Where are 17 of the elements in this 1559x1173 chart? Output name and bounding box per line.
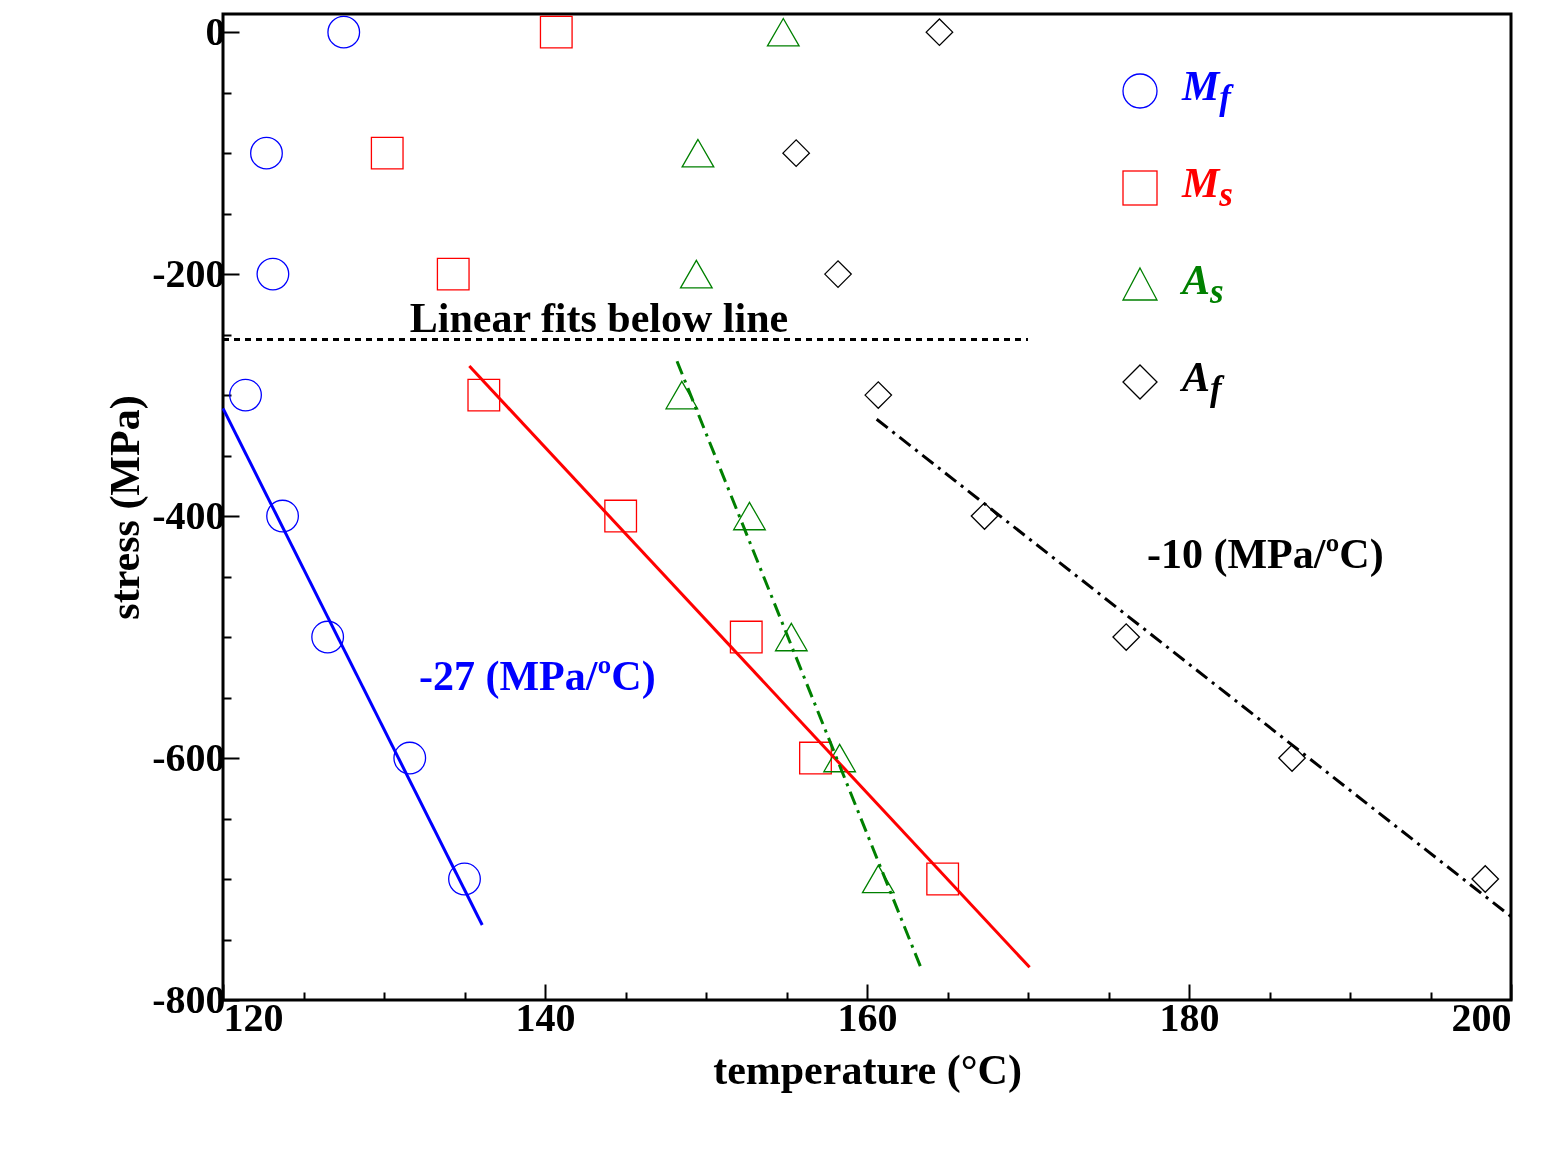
annotation: -10 (MPa/ºC) bbox=[1147, 531, 1384, 578]
x-tick-label: 180 bbox=[1159, 994, 1220, 1040]
legend-label: M$_{s}$ bbox=[1182, 159, 1233, 216]
annotation: -27 (MPa/ºC) bbox=[419, 653, 656, 700]
annotation: Linear fits below line bbox=[409, 295, 789, 341]
legend-label: M$_{f}$ bbox=[1182, 62, 1232, 119]
x-tick-label: 200 bbox=[1451, 994, 1512, 1040]
x-tick-label: 160 bbox=[837, 994, 898, 1040]
x-tick-label: 120 bbox=[223, 994, 284, 1040]
y-tick-label: -600 bbox=[152, 734, 226, 780]
y-tick-label: -400 bbox=[152, 492, 226, 538]
x-tick-label: 140 bbox=[515, 994, 576, 1040]
y-tick-label: -800 bbox=[152, 976, 226, 1022]
y-axis-title: stress (MPa) bbox=[102, 395, 150, 620]
legend-label: A$_{s}$ bbox=[1182, 256, 1224, 313]
y-tick-label: -200 bbox=[152, 250, 226, 296]
x-axis-title: temperature (°C) bbox=[713, 1046, 1022, 1094]
